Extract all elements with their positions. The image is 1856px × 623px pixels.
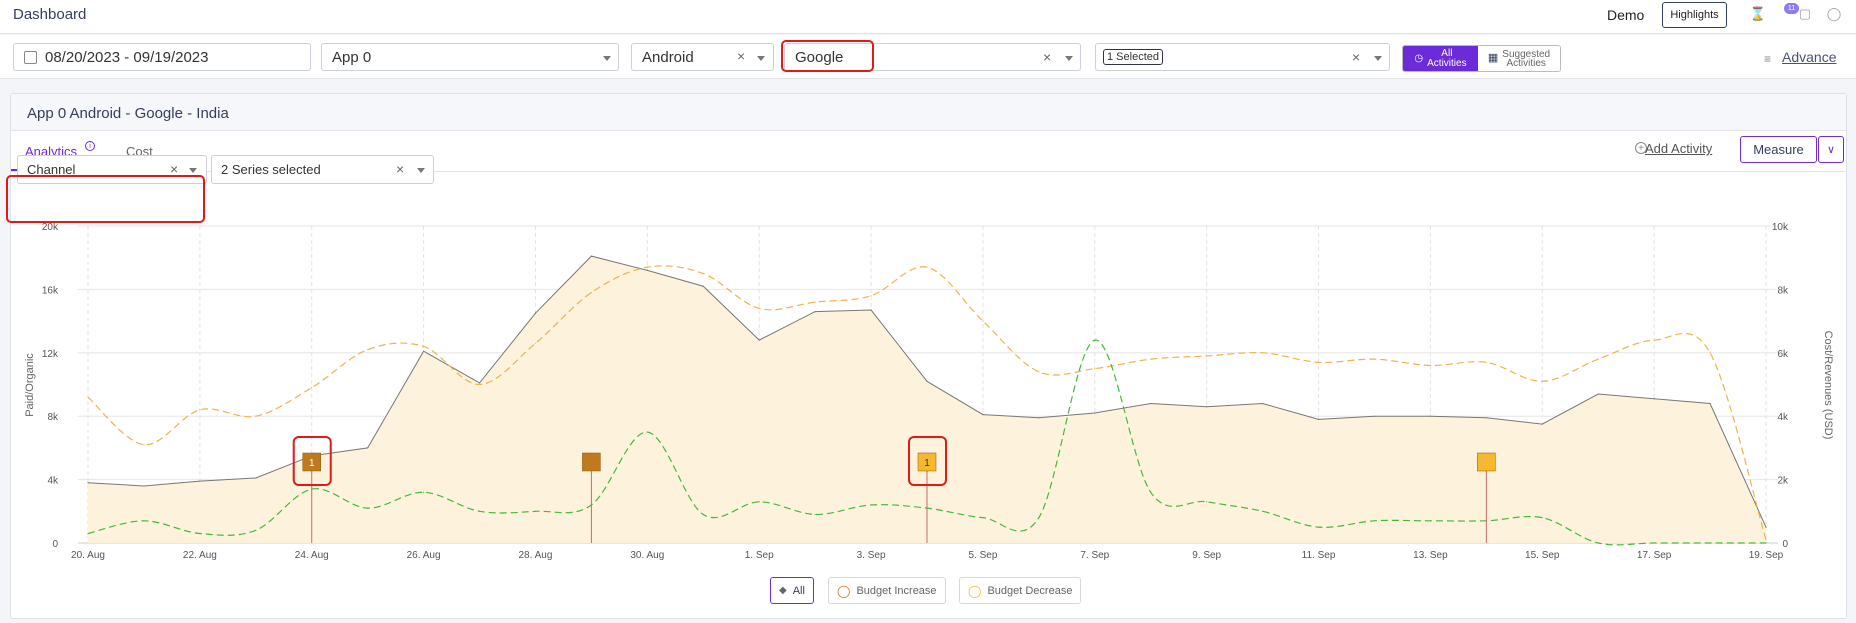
clear-country-icon[interactable]: × xyxy=(1352,49,1361,65)
date-range-picker[interactable]: 08/20/2023 - 09/19/2023 xyxy=(13,43,311,71)
panel-header: App 0 Android - Google - India xyxy=(11,94,1846,131)
group-by-highlight-box xyxy=(6,175,205,223)
clear-network-icon[interactable]: × xyxy=(1043,49,1052,65)
measure-dropdown-button[interactable]: ∨ xyxy=(1818,136,1844,163)
panel-title: App 0 Android - Google - India xyxy=(27,105,229,122)
chevron-down-icon[interactable] xyxy=(417,168,425,173)
clear-group-by-icon[interactable]: × xyxy=(170,161,179,177)
grid-icon: ▦ xyxy=(1487,52,1499,64)
selected-count-chip: 1 Selected xyxy=(1103,49,1163,65)
legend-all-button[interactable]: ◆ All xyxy=(770,577,814,604)
analytics-panel: App 0 Android - Google - India Analytics… xyxy=(10,93,1847,619)
plus-circle-icon[interactable]: + xyxy=(1635,142,1647,154)
clear-platform-icon[interactable]: × xyxy=(737,48,746,64)
activity-toggle: ◷ All Activities ▦ Suggested Activities xyxy=(1402,45,1561,72)
budget-increase-icon: ◯ xyxy=(837,583,851,598)
legend-all-label: All xyxy=(792,584,805,597)
budget-decrease-icon: ◯ xyxy=(968,583,982,598)
notification-icon[interactable]: ▢ xyxy=(1798,6,1812,21)
measure-button[interactable]: Measure xyxy=(1740,136,1817,163)
page-title: Dashboard xyxy=(13,6,87,23)
chevron-down-icon[interactable] xyxy=(189,168,197,173)
network-highlight-box xyxy=(781,40,874,72)
filter-lines-icon: ≡ xyxy=(1764,52,1772,66)
info-icon[interactable]: i xyxy=(85,141,95,151)
platform-select-value: Android xyxy=(642,48,694,66)
legend-budget-decrease-label: Budget Decrease xyxy=(987,584,1073,597)
series-select-value: 2 Series selected xyxy=(221,162,321,177)
calendar-icon xyxy=(24,50,37,64)
suggested-activities-label: Suggested xyxy=(1502,48,1551,60)
legend-budget-decrease-button[interactable]: ◯ Budget Decrease xyxy=(959,577,1082,604)
notification-badge: 11 xyxy=(1784,3,1799,14)
tab-divider xyxy=(11,171,1846,172)
advance-link[interactable]: Advance xyxy=(1782,49,1837,65)
chevron-down-icon[interactable] xyxy=(1065,56,1073,61)
clock-icon: ◷ xyxy=(1414,52,1424,64)
clear-series-icon[interactable]: × xyxy=(396,161,405,177)
suggested-activities-label-2: Activities xyxy=(1506,57,1546,69)
demo-link[interactable]: Demo xyxy=(1607,7,1645,23)
chevron-down-icon[interactable] xyxy=(603,56,611,61)
top-bar: Dashboard Demo Highlights ⌛ 11 ▢ ◯ xyxy=(0,0,1856,34)
filter-bar: 08/20/2023 - 09/19/2023 App 0 Android × … xyxy=(0,35,1856,79)
user-avatar-icon[interactable]: ◯ xyxy=(1826,6,1842,21)
diamond-icon: ◆ xyxy=(779,585,787,596)
add-activity-link[interactable]: Add Activity xyxy=(1645,141,1713,156)
country-select[interactable]: 1 Selected × xyxy=(1095,43,1390,71)
all-activities-button[interactable]: ◷ All Activities xyxy=(1403,46,1478,71)
app-select-value: App 0 xyxy=(332,48,372,66)
legend-budget-increase-label: Budget Increase xyxy=(856,584,937,597)
suggested-activities-button[interactable]: ▦ Suggested Activities xyxy=(1478,46,1560,71)
legend-budget-increase-button[interactable]: ◯ Budget Increase xyxy=(828,577,946,604)
platform-select[interactable]: Android × xyxy=(631,43,774,71)
network-select-value: Google xyxy=(795,48,844,66)
hourglass-icon[interactable]: ⌛ xyxy=(1749,6,1767,21)
all-activities-label: All xyxy=(1441,47,1453,59)
series-select[interactable]: 2 Series selected × xyxy=(211,155,434,184)
app-select[interactable]: App 0 xyxy=(321,43,619,71)
chevron-down-icon[interactable] xyxy=(1374,56,1382,61)
highlights-button[interactable]: Highlights xyxy=(1662,2,1727,28)
chevron-down-icon: ∨ xyxy=(1826,144,1836,156)
group-by-select[interactable]: Channel × xyxy=(17,155,207,184)
all-activities-label-2: Activities xyxy=(1427,57,1467,69)
date-range-value: 08/20/2023 - 09/19/2023 xyxy=(45,48,209,66)
chevron-down-icon[interactable] xyxy=(757,56,765,61)
group-by-value: Channel xyxy=(27,162,76,177)
network-select[interactable]: Google × xyxy=(784,43,1081,71)
